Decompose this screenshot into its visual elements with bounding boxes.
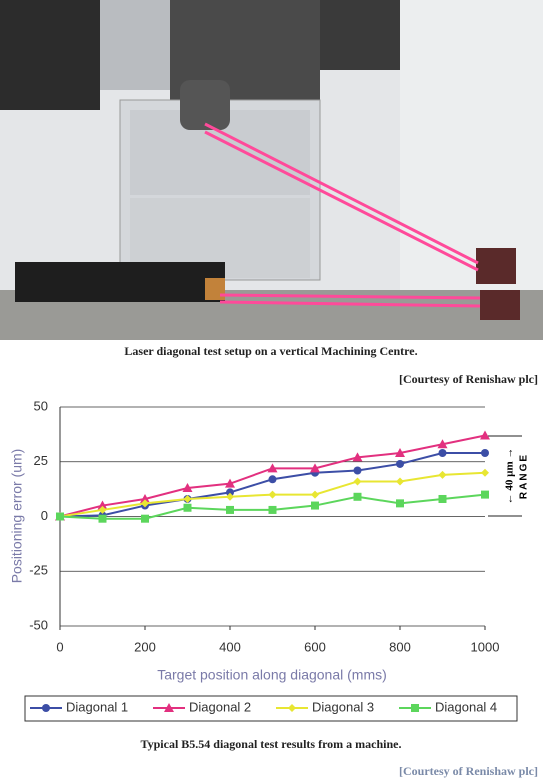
marker <box>98 505 107 514</box>
x-tick-label: 1000 <box>471 639 500 654</box>
caption: Laser diagonal test setup on a vertical … <box>124 344 417 358</box>
marker <box>481 448 489 457</box>
marker <box>140 493 150 503</box>
marker <box>396 459 404 468</box>
legend-label: Diagonal 4 <box>435 699 497 714</box>
caption: Typical B5.54 diagonal test results from… <box>141 737 402 751</box>
marker <box>437 439 448 449</box>
annotation: ← 40 µm → <box>504 448 516 505</box>
marker <box>352 452 363 462</box>
marker <box>311 490 319 499</box>
marker <box>183 503 192 512</box>
marker <box>480 430 490 440</box>
marker <box>226 488 234 497</box>
marker <box>182 483 193 493</box>
marker <box>226 492 234 501</box>
x-tick-label: 800 <box>389 639 411 654</box>
annotation: RANGE <box>519 453 530 499</box>
marker <box>438 470 447 479</box>
marker <box>141 499 149 508</box>
legend-label: Diagonal 3 <box>312 699 374 714</box>
marker <box>164 703 174 712</box>
marker <box>56 512 64 521</box>
y-tick-label: 25 <box>34 453 48 468</box>
marker <box>353 466 362 475</box>
marker <box>353 477 362 486</box>
marker <box>226 505 234 514</box>
marker <box>268 475 277 484</box>
marker <box>268 490 277 499</box>
legend <box>24 695 518 722</box>
y-tick-label: 0 <box>41 508 48 523</box>
marker <box>98 514 107 523</box>
marker <box>183 494 192 503</box>
marker <box>141 514 149 523</box>
marker <box>438 494 447 503</box>
legend-label: Diagonal 1 <box>66 699 128 714</box>
marker <box>353 492 362 501</box>
x-tick-label: 400 <box>219 639 241 654</box>
marker <box>311 501 319 510</box>
marker <box>225 478 235 488</box>
x-tick-label: 200 <box>134 639 156 654</box>
credit: [Courtesy of Renishaw plc] <box>399 372 538 386</box>
x-tick-label: 600 <box>304 639 326 654</box>
marker <box>396 499 404 508</box>
marker <box>481 490 489 499</box>
y-tick-label: -50 <box>29 617 48 632</box>
y-tick-label: 50 <box>34 398 48 413</box>
x-tick-label: 0 <box>56 639 63 654</box>
marker <box>42 704 50 712</box>
x-axis-title: Target position along diagonal (mms) <box>157 667 387 683</box>
marker <box>411 704 419 712</box>
marker <box>288 704 296 712</box>
y-axis-title: Positioning error (um) <box>9 449 25 584</box>
credit: [Courtesy of Renishaw plc] <box>399 764 538 778</box>
marker <box>97 500 108 510</box>
legend-label: Diagonal 2 <box>189 699 251 714</box>
marker <box>395 447 405 457</box>
marker <box>267 463 278 473</box>
marker <box>268 505 277 514</box>
y-tick-label: -25 <box>29 563 48 578</box>
marker <box>481 468 489 477</box>
marker <box>396 477 404 486</box>
marker <box>310 463 320 473</box>
photo <box>0 0 543 340</box>
marker <box>438 448 447 457</box>
